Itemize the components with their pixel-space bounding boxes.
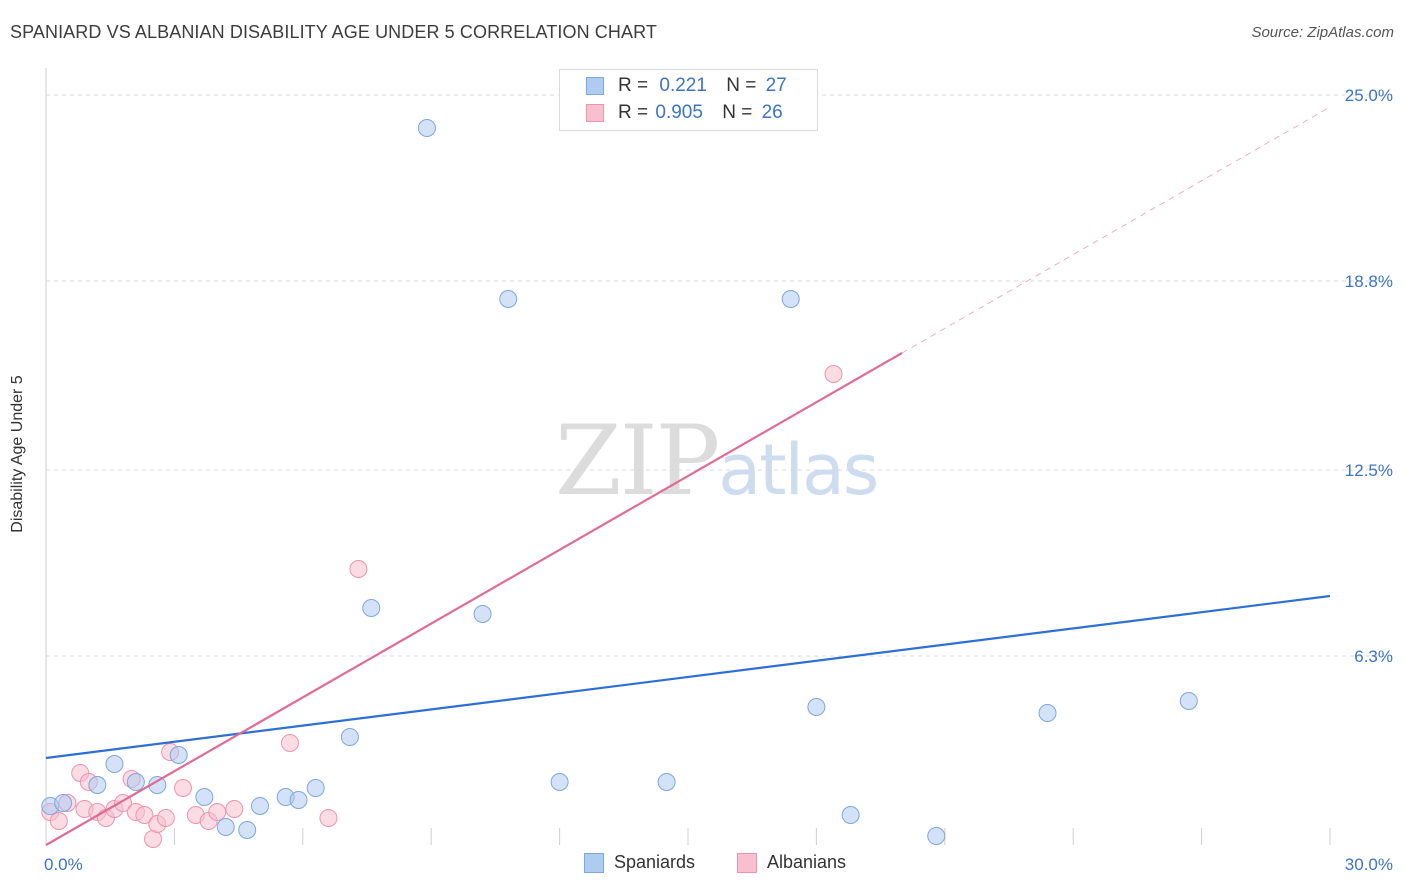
albanian-point xyxy=(225,800,244,818)
legend-n-value: 27 xyxy=(765,75,787,96)
legend-r-label: R = xyxy=(618,102,649,123)
albanian-point xyxy=(49,812,68,830)
x-tick-label: 0.0% xyxy=(44,855,83,874)
spaniard-point xyxy=(54,794,73,812)
watermark-zip: ZIP xyxy=(555,405,720,517)
legend-swatch-spaniards xyxy=(586,77,604,95)
spaniard-point xyxy=(340,728,359,746)
spaniard-point xyxy=(251,797,269,815)
spaniard-point xyxy=(362,599,381,617)
legend-r-value: 0.221 xyxy=(659,75,707,96)
spaniards-trend-line xyxy=(45,594,1331,760)
spaniard-point xyxy=(841,806,860,824)
legend-swatch-albanians xyxy=(737,853,757,873)
source-label: Source: ZipAtlas.com xyxy=(1251,24,1394,41)
albanian-point xyxy=(144,830,162,848)
spaniard-point xyxy=(1038,704,1057,722)
spaniard-point xyxy=(195,788,214,806)
spaniard-point xyxy=(781,290,800,308)
spaniard-point xyxy=(88,776,107,794)
spaniard-point xyxy=(417,119,436,137)
legend-n-value: 26 xyxy=(761,102,783,123)
albanian-point xyxy=(135,806,154,824)
series-legend: Spaniards Albanians xyxy=(0,851,1406,879)
spaniard-point xyxy=(807,698,826,716)
albanians-trend-extension xyxy=(901,106,1331,354)
albanian-point xyxy=(280,734,299,752)
legend-swatch-albanians xyxy=(586,104,604,122)
albanian-point xyxy=(349,560,368,578)
albanian-point xyxy=(173,779,192,797)
spaniard-point xyxy=(306,779,325,797)
legend-r-value: 0.905 xyxy=(655,102,703,123)
albanian-point xyxy=(156,809,175,827)
albanian-point xyxy=(319,809,338,827)
correlation-legend: R = 0.221 N = 27 R = 0.905 N = 26 xyxy=(559,69,818,131)
spaniard-point xyxy=(550,773,569,791)
legend-r-label: R = xyxy=(618,75,649,96)
y-axis-label: Disability Age Under 5 xyxy=(9,375,26,533)
albanian-point xyxy=(208,803,227,821)
y-tick-label: 25.0% xyxy=(1345,86,1393,105)
legend-label-spaniards: Spaniards xyxy=(614,852,696,872)
legend-n-label: N = xyxy=(722,102,753,123)
y-tick-label: 6.3% xyxy=(1354,647,1393,666)
albanians-trend-line xyxy=(45,352,903,846)
spaniard-point xyxy=(216,818,235,836)
legend-n-label: N = xyxy=(726,75,757,96)
spaniard-point xyxy=(169,746,188,764)
spaniard-point xyxy=(126,773,145,791)
legend-label-albanians: Albanians xyxy=(767,852,847,872)
spaniard-point xyxy=(927,827,946,845)
y-tick-label: 18.8% xyxy=(1345,272,1393,291)
legend-swatch-spaniards xyxy=(584,853,604,873)
spaniard-point xyxy=(499,290,518,308)
spaniard-point xyxy=(289,791,308,809)
x-tick-label: 30.0% xyxy=(1345,855,1393,874)
spaniard-point xyxy=(657,773,676,791)
chart-title: SPANIARD VS ALBANIAN DISABILITY AGE UNDE… xyxy=(10,22,657,42)
albanian-point xyxy=(824,365,843,383)
spaniard-point xyxy=(105,755,124,773)
spaniard-point xyxy=(1179,692,1198,710)
spaniard-point xyxy=(473,605,492,623)
y-tick-label: 12.5% xyxy=(1345,461,1393,480)
spaniard-point xyxy=(238,821,257,839)
